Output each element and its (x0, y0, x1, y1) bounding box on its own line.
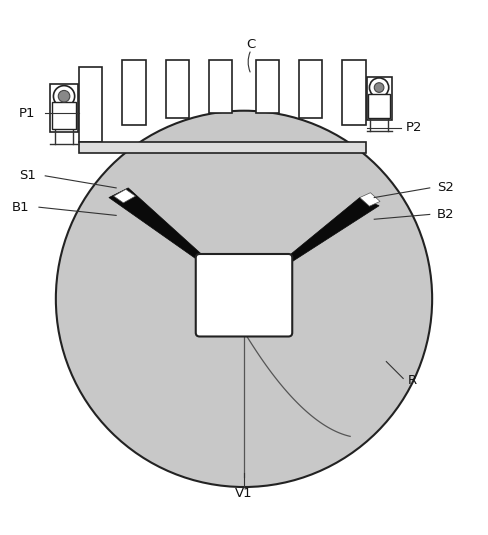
Text: S2: S2 (437, 181, 454, 194)
Bar (343, 60, 366, 125)
Bar (53, 102, 76, 128)
Circle shape (58, 90, 70, 102)
Circle shape (369, 78, 389, 97)
Text: P2: P2 (406, 121, 422, 134)
Polygon shape (244, 197, 379, 293)
Bar (209, 60, 232, 113)
Text: R: R (408, 374, 417, 387)
Bar (50, 84, 78, 133)
Bar (79, 142, 366, 152)
Text: P1: P1 (19, 106, 36, 120)
Circle shape (374, 83, 384, 93)
Bar (368, 94, 390, 118)
Polygon shape (360, 193, 380, 206)
FancyBboxPatch shape (196, 254, 292, 337)
Bar (122, 60, 145, 125)
Bar (366, 77, 392, 120)
Text: C: C (246, 37, 256, 51)
Text: S1: S1 (19, 170, 36, 182)
Bar (166, 60, 189, 118)
Text: V1: V1 (235, 487, 253, 500)
Circle shape (53, 86, 75, 107)
Bar (79, 67, 102, 142)
Bar (256, 60, 279, 113)
Text: B2: B2 (437, 208, 455, 221)
Text: B1: B1 (12, 201, 29, 213)
Polygon shape (109, 188, 244, 293)
Bar (299, 60, 322, 118)
Circle shape (56, 111, 432, 487)
Polygon shape (114, 189, 136, 203)
